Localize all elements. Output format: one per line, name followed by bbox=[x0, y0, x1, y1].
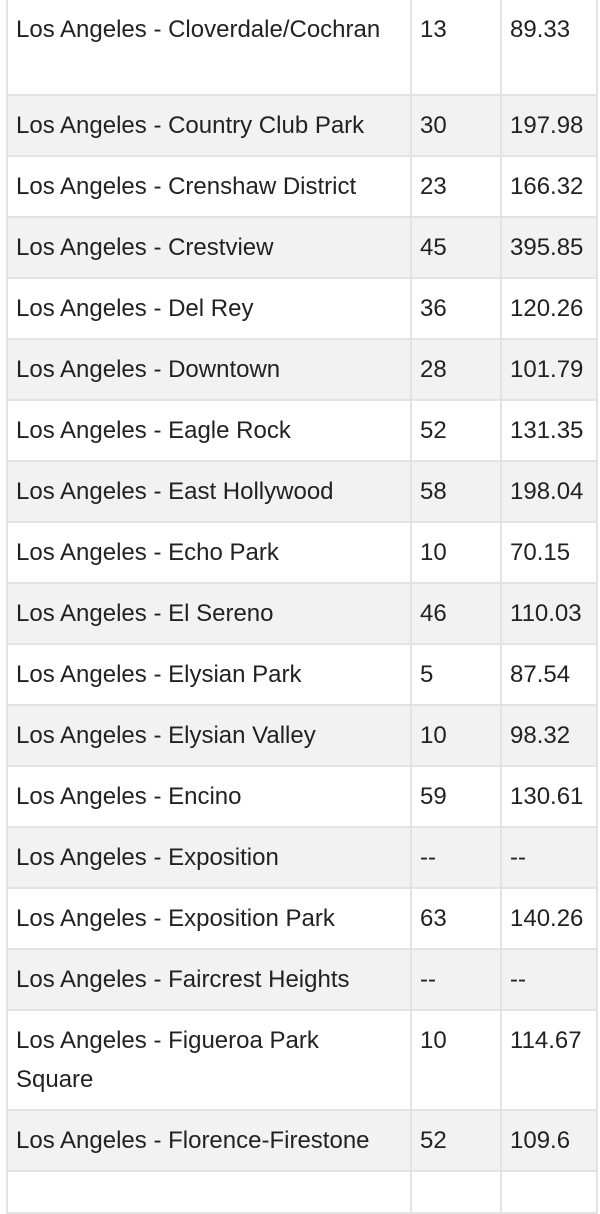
table-row: Los Angeles - Exposition Park 63 140.26 bbox=[6, 887, 598, 950]
value-cell: 166.32 bbox=[500, 155, 598, 218]
neighborhood-table-container: Los Angeles - Cloverdale/Cochran 13 89.33 L… bbox=[6, 0, 598, 1214]
count-cell: 28 bbox=[410, 338, 502, 401]
table-row: Los Angeles - Elysian Park 5 87.54 bbox=[6, 643, 598, 706]
neighborhood-name-cell: Los Angeles - Elysian Valley bbox=[6, 704, 412, 767]
value-cell: 110.03 bbox=[500, 582, 598, 645]
value-cell: 120.26 bbox=[500, 277, 598, 340]
neighborhood-name-cell: Los Angeles - Echo Park bbox=[6, 521, 412, 584]
table-row: Los Angeles - Figueroa Park Square 10 114.… bbox=[6, 1009, 598, 1111]
value-cell: 395.85 bbox=[500, 216, 598, 279]
value-cell: 87.54 bbox=[500, 643, 598, 706]
table-row: Los Angeles - East Hollywood 58 198.04 bbox=[6, 460, 598, 523]
table-row: Los Angeles - Elysian Valley 10 98.32 bbox=[6, 704, 598, 767]
neighborhood-name-cell: Los Angeles - Del Rey bbox=[6, 277, 412, 340]
count-cell: 10 bbox=[410, 1009, 502, 1111]
empty-cell bbox=[6, 1170, 412, 1214]
value-cell: -- bbox=[500, 948, 598, 1011]
count-cell: 5 bbox=[410, 643, 502, 706]
neighborhood-name-cell: Los Angeles - Crenshaw District bbox=[6, 155, 412, 218]
neighborhood-name-cell: Los Angeles - Figueroa Park Square bbox=[6, 1009, 412, 1111]
neighborhood-name-cell: Los Angeles - Elysian Park bbox=[6, 643, 412, 706]
count-cell: 23 bbox=[410, 155, 502, 218]
count-cell: 52 bbox=[410, 399, 502, 462]
count-cell: 63 bbox=[410, 887, 502, 950]
neighborhood-name-cell: Los Angeles - Eagle Rock bbox=[6, 399, 412, 462]
count-cell: -- bbox=[410, 826, 502, 889]
neighborhood-name-cell: Los Angeles - Faircrest Heights bbox=[6, 948, 412, 1011]
table-row: Los Angeles - Eagle Rock 52 131.35 bbox=[6, 399, 598, 462]
count-cell: 36 bbox=[410, 277, 502, 340]
table-row: Los Angeles - Crestview 45 395.85 bbox=[6, 216, 598, 279]
value-cell: 140.26 bbox=[500, 887, 598, 950]
neighborhood-name-cell: Los Angeles - Country Club Park bbox=[6, 94, 412, 157]
table-body: Los Angeles - Cloverdale/Cochran 13 89.33 L… bbox=[6, 0, 598, 1214]
neighborhood-name-cell: Los Angeles - El Sereno bbox=[6, 582, 412, 645]
table-row-partial bbox=[6, 1170, 598, 1214]
value-cell: 114.67 bbox=[500, 1009, 598, 1111]
count-cell: 10 bbox=[410, 521, 502, 584]
neighborhood-name-cell: Los Angeles - Exposition bbox=[6, 826, 412, 889]
count-cell: 13 bbox=[410, 0, 502, 96]
count-cell: -- bbox=[410, 948, 502, 1011]
value-cell: 101.79 bbox=[500, 338, 598, 401]
value-cell: 131.35 bbox=[500, 399, 598, 462]
count-cell: 45 bbox=[410, 216, 502, 279]
value-cell: 70.15 bbox=[500, 521, 598, 584]
empty-cell bbox=[410, 1170, 502, 1214]
neighborhood-name-cell: Los Angeles - Cloverdale/Cochran bbox=[6, 0, 412, 96]
value-cell: 198.04 bbox=[500, 460, 598, 523]
neighborhood-table: Los Angeles - Cloverdale/Cochran 13 89.33 L… bbox=[6, 0, 598, 1214]
neighborhood-name-cell: Los Angeles - Encino bbox=[6, 765, 412, 828]
value-cell: -- bbox=[500, 826, 598, 889]
table-row: Los Angeles - Encino 59 130.61 bbox=[6, 765, 598, 828]
table-row: Los Angeles - Downtown 28 101.79 bbox=[6, 338, 598, 401]
count-cell: 46 bbox=[410, 582, 502, 645]
value-cell: 109.6 bbox=[500, 1109, 598, 1172]
table-row: Los Angeles - Country Club Park 30 197.98 bbox=[6, 94, 598, 157]
table-row: Los Angeles - Faircrest Heights -- -- bbox=[6, 948, 598, 1011]
table-row: Los Angeles - Echo Park 10 70.15 bbox=[6, 521, 598, 584]
neighborhood-name-cell: Los Angeles - Exposition Park bbox=[6, 887, 412, 950]
empty-cell bbox=[500, 1170, 598, 1214]
table-row: Los Angeles - Exposition -- -- bbox=[6, 826, 598, 889]
table-row: Los Angeles - Crenshaw District 23 166.32 bbox=[6, 155, 598, 218]
value-cell: 197.98 bbox=[500, 94, 598, 157]
value-cell: 89.33 bbox=[500, 0, 598, 96]
count-cell: 52 bbox=[410, 1109, 502, 1172]
value-cell: 130.61 bbox=[500, 765, 598, 828]
count-cell: 30 bbox=[410, 94, 502, 157]
value-cell: 98.32 bbox=[500, 704, 598, 767]
neighborhood-name-cell: Los Angeles - East Hollywood bbox=[6, 460, 412, 523]
table-row: Los Angeles - Del Rey 36 120.26 bbox=[6, 277, 598, 340]
table-row: Los Angeles - Florence-Firestone 52 109.6 bbox=[6, 1109, 598, 1172]
count-cell: 59 bbox=[410, 765, 502, 828]
count-cell: 58 bbox=[410, 460, 502, 523]
table-row: Los Angeles - Cloverdale/Cochran 13 89.33 bbox=[6, 0, 598, 96]
neighborhood-name-cell: Los Angeles - Florence-Firestone bbox=[6, 1109, 412, 1172]
table-row: Los Angeles - El Sereno 46 110.03 bbox=[6, 582, 598, 645]
count-cell: 10 bbox=[410, 704, 502, 767]
neighborhood-name-cell: Los Angeles - Crestview bbox=[6, 216, 412, 279]
neighborhood-name-cell: Los Angeles - Downtown bbox=[6, 338, 412, 401]
